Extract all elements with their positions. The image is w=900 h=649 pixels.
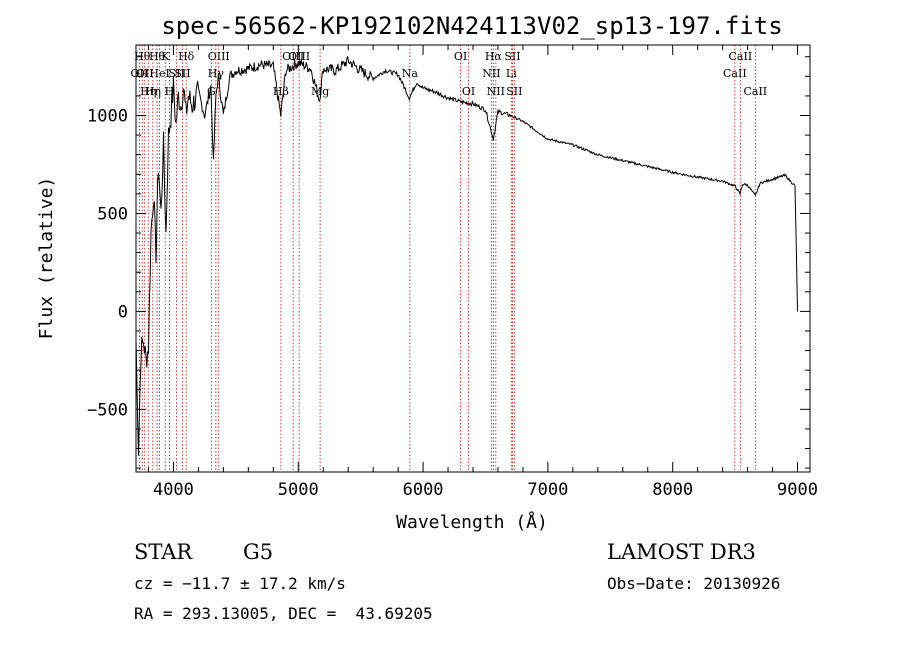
x-axis-label: Wavelength (Å) — [396, 511, 548, 533]
line-label-23: Hα — [485, 50, 503, 63]
line-label-24: NII — [487, 85, 505, 98]
line-label-12: G — [207, 85, 216, 98]
line-label-18: Mg — [311, 85, 329, 98]
line-label-30: CaII — [743, 85, 767, 98]
line-label-28: CaII — [723, 67, 747, 80]
line-label-2: OII — [136, 67, 154, 80]
coordinates: RA = 293.13005, DEC = 43.69205 — [134, 604, 433, 623]
observation-date: Obs−Date: 20130926 — [607, 574, 781, 593]
line-label-20: OI — [454, 50, 467, 63]
line-label-1: Hθ — [134, 50, 151, 63]
axis-ticks: 4000 5000 6000 7000 8000 9000 −500 0 500 1000 — [87, 45, 818, 500]
redshift-cz: cz = −11.7 ± 17.2 km/s — [134, 574, 346, 593]
line-label-19: Na — [402, 67, 419, 80]
line-label-10: SII — [174, 67, 190, 80]
line-labels: OIIHθOIIHηHηHθHeIKHSIISIIHδGHγOIIIHβOIII… — [131, 50, 768, 98]
line-label-0: OII — [131, 67, 149, 80]
survey-name: LAMOST DR3 — [607, 540, 756, 564]
line-label-22: NII — [482, 67, 500, 80]
line-label-29: CaII — [729, 50, 753, 63]
line-label-15: Hβ — [273, 85, 289, 98]
y-tick-label-0: −500 — [87, 400, 128, 420]
line-label-21: OI — [462, 85, 475, 98]
line-label-5: Hθ — [149, 50, 166, 63]
line-label-27: SII — [506, 85, 522, 98]
x-tick-label-2: 6000 — [403, 480, 444, 500]
y-tick-label-2: 500 — [97, 204, 128, 224]
line-label-9: SII — [169, 67, 185, 80]
line-label-26: SII — [504, 50, 520, 63]
x-tick-label-5: 9000 — [777, 480, 818, 500]
line-label-25: Li — [506, 67, 517, 80]
chart-title: spec-56562-KP192102N424113V02_sp13-197.f… — [161, 12, 782, 40]
line-label-14: OIII — [208, 50, 230, 63]
x-tick-label-0: 4000 — [153, 480, 194, 500]
x-tick-label-1: 5000 — [278, 480, 319, 500]
line-label-7: K — [161, 50, 170, 63]
object-subclass: G5 — [243, 540, 274, 564]
emission-line-markers — [138, 45, 756, 472]
y-tick-label-3: 1000 — [87, 107, 128, 127]
object-class: STAR — [134, 540, 193, 564]
spectrum-series-line — [135, 56, 798, 456]
line-label-11: Hδ — [178, 50, 195, 63]
line-label-17: OIII — [288, 50, 310, 63]
x-tick-label-3: 7000 — [527, 480, 568, 500]
x-tick-label-4: 8000 — [652, 480, 693, 500]
line-label-6: HeI — [149, 67, 169, 80]
line-label-13: Hγ — [208, 67, 225, 80]
line-label-4: Hη — [145, 85, 161, 98]
line-label-3: Hη — [140, 85, 156, 98]
line-label-16: OIII — [282, 50, 304, 63]
line-label-8: H — [165, 85, 175, 98]
plot-frame — [135, 44, 811, 473]
y-axis-label: Flux (relative) — [36, 177, 57, 340]
y-tick-label-1: 0 — [118, 302, 128, 322]
